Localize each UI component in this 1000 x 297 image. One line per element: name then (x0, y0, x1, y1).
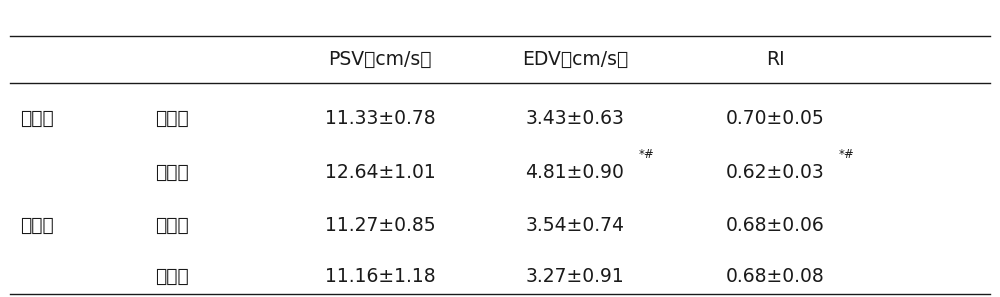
Text: 11.33±0.78: 11.33±0.78 (325, 109, 435, 128)
Text: 治疗组: 治疗组 (20, 109, 54, 128)
Text: 治疗后: 治疗后 (155, 163, 189, 182)
Text: 3.27±0.91: 3.27±0.91 (526, 267, 624, 286)
Text: *#: *# (639, 148, 655, 161)
Text: 0.70±0.05: 0.70±0.05 (726, 109, 824, 128)
Text: 11.27±0.85: 11.27±0.85 (325, 216, 435, 235)
Text: 3.43±0.63: 3.43±0.63 (526, 109, 624, 128)
Text: *#: *# (839, 148, 854, 161)
Text: 12.64±1.01: 12.64±1.01 (325, 163, 435, 182)
Text: 治疗后: 治疗后 (155, 267, 189, 286)
Text: 0.62±0.03: 0.62±0.03 (726, 163, 824, 182)
Text: 0.68±0.06: 0.68±0.06 (726, 216, 824, 235)
Text: PSV（cm/s）: PSV（cm/s） (328, 50, 432, 69)
Text: 对照组: 对照组 (20, 216, 54, 235)
Text: 4.81±0.90: 4.81±0.90 (526, 163, 624, 182)
Text: 11.16±1.18: 11.16±1.18 (325, 267, 435, 286)
Text: 治疗前: 治疗前 (155, 216, 189, 235)
Text: 治疗前: 治疗前 (155, 109, 189, 128)
Text: 0.68±0.08: 0.68±0.08 (726, 267, 824, 286)
Text: RI: RI (766, 50, 784, 69)
Text: 3.54±0.74: 3.54±0.74 (526, 216, 624, 235)
Text: EDV（cm/s）: EDV（cm/s） (522, 50, 628, 69)
